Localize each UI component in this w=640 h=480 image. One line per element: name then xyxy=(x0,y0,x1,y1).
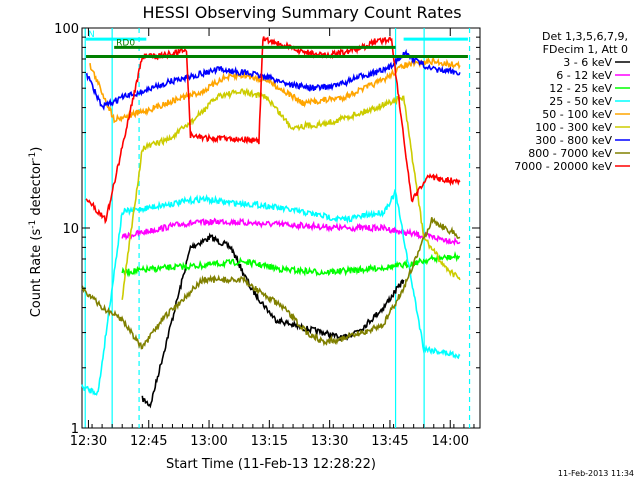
x-tick-label-5: 13:45 xyxy=(371,434,408,449)
y-tick-label-1: 10 xyxy=(62,222,79,237)
legend-header-1: FDecim 1, Att 0 xyxy=(543,43,628,56)
x-tick-label-4: 13:30 xyxy=(311,434,348,449)
legend-label-8: 7000 - 20000 keV xyxy=(514,160,612,173)
legend-label-2: 12 - 25 keV xyxy=(549,82,612,95)
y-tick-label-0: 1 xyxy=(71,422,79,437)
x-tick-label-2: 13:00 xyxy=(190,434,227,449)
chart-title: HESSI Observing Summary Count Rates xyxy=(142,3,461,22)
series-layer xyxy=(81,36,461,409)
series-line-6 xyxy=(85,48,461,111)
legend-label-5: 100 - 300 keV xyxy=(535,121,612,134)
series-line-7 xyxy=(81,217,461,350)
legend: Det 1,3,5,6,7,9,FDecim 1, Att 03 - 6 keV… xyxy=(514,30,630,173)
series-line-1 xyxy=(121,217,461,246)
segment-label-1: RD0 xyxy=(116,38,135,48)
series-line-8 xyxy=(85,36,461,225)
legend-label-3: 25 - 50 keV xyxy=(549,95,612,108)
legend-label-7: 800 - 7000 keV xyxy=(528,147,612,160)
y-axis: 1 10 100 xyxy=(54,22,480,437)
x-axis-label: Start Time (11-Feb-13 12:28:22) xyxy=(166,457,376,472)
series-line-3 xyxy=(81,188,461,396)
segment-label-0: N xyxy=(88,30,95,40)
legend-label-6: 300 - 800 keV xyxy=(535,134,612,147)
x-tick-label-1: 12:45 xyxy=(130,434,167,449)
y-tick-label-2: 100 xyxy=(54,22,79,37)
series-line-5 xyxy=(121,87,461,300)
legend-label-1: 6 - 12 keV xyxy=(556,69,612,82)
series-line-2 xyxy=(121,251,460,278)
y-axis-label: Count Rate (s-1 detector-1) xyxy=(28,147,44,318)
legend-header-0: Det 1,3,5,6,7,9, xyxy=(542,30,628,43)
x-tick-label-0: 12:30 xyxy=(70,434,107,449)
x-axis: 12:30 12:45 13:00 13:15 13:30 13:45 14:00 xyxy=(70,28,475,449)
segment-markers: N RD0 xyxy=(86,30,468,59)
x-tick-label-6: 14:00 xyxy=(432,434,469,449)
legend-label-4: 50 - 100 keV xyxy=(542,108,612,121)
footer-timestamp: 11-Feb-2013 11:34 xyxy=(558,469,634,478)
series-line-0 xyxy=(141,232,405,409)
plot-frame xyxy=(81,27,481,429)
legend-label-0: 3 - 6 keV xyxy=(563,56,612,69)
x-tick-label-3: 13:15 xyxy=(251,434,288,449)
